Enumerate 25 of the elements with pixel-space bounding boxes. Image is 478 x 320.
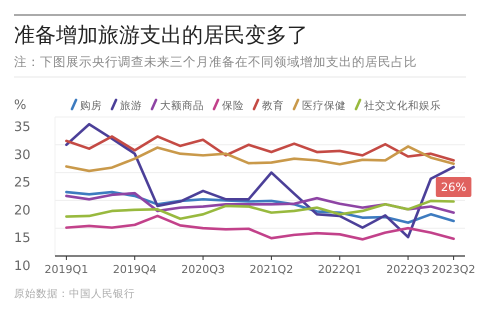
x-tick-label: 2022Q1 <box>318 263 362 276</box>
legend-label: 保险 <box>222 100 244 112</box>
y-tick-label: 20 <box>14 203 31 218</box>
x-tick-label: 2019Q1 <box>44 263 88 276</box>
chart-title: 准备增加旅游支出的居民变多了 <box>14 23 308 47</box>
y-tick-label: 30 <box>14 148 31 163</box>
chart-subtitle: 注：下图展示央行调查未来三个月准备在不同领域增加支出的居民占比 <box>14 54 417 69</box>
x-tick-label: 2022Q3 <box>386 263 430 276</box>
legend-label: 教育 <box>262 99 284 112</box>
y-tick-label: 35 <box>14 120 31 135</box>
x-tick-label: 2021Q2 <box>250 263 294 276</box>
x-tick-label: 2020Q3 <box>181 263 225 276</box>
x-tick-label: 2019Q4 <box>112 263 157 276</box>
y-tick-label: 25 <box>14 176 31 191</box>
legend-label: 旅游 <box>120 99 142 112</box>
y-tick-label: 10 <box>14 259 31 274</box>
legend-label: 大额商品 <box>160 99 204 112</box>
legend-label: 社交文化和娱乐 <box>364 99 441 112</box>
y-tick-label: 15 <box>14 231 31 246</box>
legend-label: 医疗保健 <box>302 99 346 112</box>
annotation: 26% <box>440 180 466 194</box>
legend-label: 购房 <box>80 99 102 112</box>
y-axis-title: % <box>14 98 26 113</box>
text: 原始数据：中国人民银行 <box>14 287 135 300</box>
x-tick-label: 2023Q2 <box>432 263 476 276</box>
